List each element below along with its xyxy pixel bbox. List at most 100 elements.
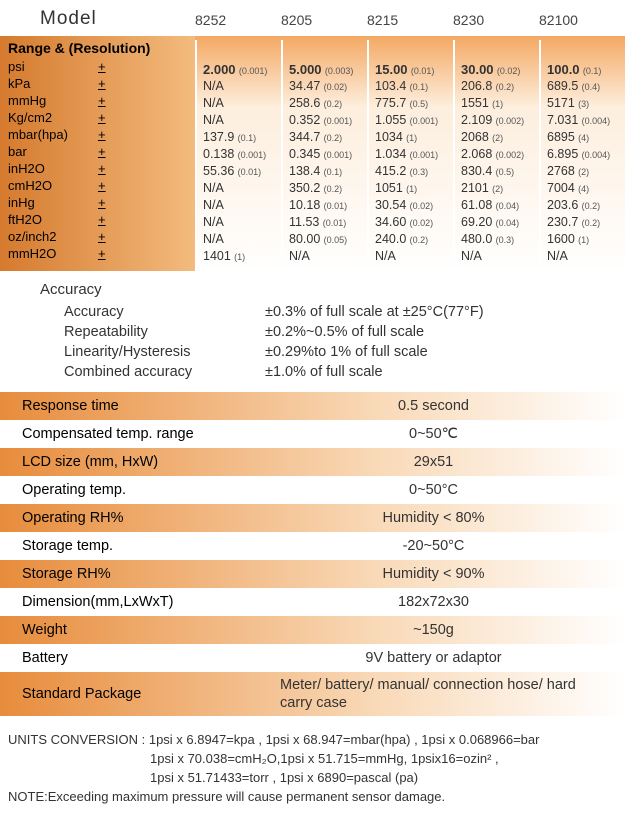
range-value: 1034: [375, 130, 403, 144]
range-value: 480.0: [461, 232, 492, 246]
range-value: 1401: [203, 249, 231, 263]
range-cell: 240.0 (0.2): [375, 231, 453, 248]
range-cell: N/A: [547, 248, 625, 265]
unit-row: ftH2O+: [8, 211, 195, 228]
unit-label: cmH2O: [8, 177, 98, 194]
unit-row: mmHg+: [8, 92, 195, 109]
range-resolution: (0.3): [496, 235, 515, 245]
range-cell: 80.00 (0.05): [289, 231, 367, 248]
range-resolution: (0.3): [410, 167, 429, 177]
range-resolution: (0.002): [496, 116, 525, 126]
accuracy-value: ±0.29%to 1% of full scale: [265, 342, 627, 362]
range-value: 30.54: [375, 198, 406, 212]
range-resolution: (0.2): [324, 184, 343, 194]
range-cell: 206.8 (0.2): [461, 78, 539, 95]
spec-label: Operating temp.: [0, 482, 280, 498]
range-value: 830.4: [461, 164, 492, 178]
range-resolution: (1): [406, 184, 417, 194]
model-col: 8205: [281, 8, 367, 30]
range-cell: 11.53 (0.01): [289, 214, 367, 231]
range-resolution: (3): [578, 99, 589, 109]
range-resolution: (0.02): [410, 218, 434, 228]
range-cell: 689.5 (0.4): [547, 78, 625, 95]
spec-label: Dimension(mm,LxWxT): [0, 594, 280, 610]
plus-minus: +: [98, 109, 118, 126]
range-resolution: (1): [578, 235, 589, 245]
unit-label: mmHg: [8, 92, 98, 109]
spec-value: 0.5 second: [280, 398, 627, 414]
range-value: 689.5: [547, 79, 578, 93]
model-col: 8215: [367, 8, 453, 30]
range-resolution: (0.1): [410, 82, 429, 92]
range-value: 0.345: [289, 147, 320, 161]
range-cell: 34.47 (0.02): [289, 78, 367, 95]
range-value: 2.109: [461, 113, 492, 127]
range-resolution: (0.01): [324, 201, 348, 211]
plus-minus: +: [98, 160, 118, 177]
range-cell: 2.000 (0.001): [203, 61, 281, 78]
accuracy-value: ±0.2%~0.5% of full scale: [265, 322, 627, 342]
range-value: 7.031: [547, 113, 578, 127]
range-resolution: (1): [406, 133, 417, 143]
range-resolution: (2): [492, 184, 503, 194]
range-resolution: (0.5): [410, 99, 429, 109]
range-value: 2068: [461, 130, 489, 144]
spec-label: Compensated temp. range: [0, 426, 280, 442]
range-value: 230.7: [547, 215, 578, 229]
range-cell: 1.055 (0.001): [375, 112, 453, 129]
range-cell: 230.7 (0.2): [547, 214, 625, 231]
range-value: 80.00: [289, 232, 320, 246]
range-value: 350.2: [289, 181, 320, 195]
range-value: 69.20: [461, 215, 492, 229]
unit-label: inH2O: [8, 160, 98, 177]
range-column: 15.00 (0.01)103.4 (0.1)775.7 (0.5)1.055 …: [367, 40, 453, 265]
range-resolution: (0.01): [323, 218, 347, 228]
spec-label: Storage temp.: [0, 538, 280, 554]
range-cell: 61.08 (0.04): [461, 197, 539, 214]
unit-row: inHg+: [8, 194, 195, 211]
footer-notes: UNITS CONVERSION : 1psi x 6.8947=kpa , 1…: [0, 716, 627, 816]
range-cell: 415.2 (0.3): [375, 163, 453, 180]
range-cell: 775.7 (0.5): [375, 95, 453, 112]
range-value: N/A: [375, 249, 396, 263]
unit-row: cmH2O+: [8, 177, 195, 194]
plus-minus: +: [98, 143, 118, 160]
range-cell: 0.138 (0.001): [203, 146, 281, 163]
range-cell: 258.6 (0.2): [289, 95, 367, 112]
range-resolution: (0.001): [324, 116, 353, 126]
range-resolution: (4): [578, 133, 589, 143]
unit-label: mmH2O: [8, 245, 98, 262]
units-conversion-3: 1psi x 51.71433=torr , 1psi x 6890=pasca…: [8, 768, 617, 787]
spec-row: Compensated temp. range0~50℃: [0, 420, 627, 448]
range-cell: 2101 (2): [461, 180, 539, 197]
range-cell: 1.034 (0.001): [375, 146, 453, 163]
range-value: 1.055: [375, 113, 406, 127]
range-resolution: (0.01): [411, 66, 435, 76]
range-value: 5.000: [289, 62, 322, 77]
spec-value: Humidity < 80%: [280, 510, 627, 526]
range-cell: 1034 (1): [375, 129, 453, 146]
range-cell: N/A: [203, 197, 281, 214]
spec-value: 182x72x30: [280, 594, 627, 610]
range-value: 344.7: [289, 130, 320, 144]
range-units-column: Range & (Resolution) psi+kPa+mmHg+Kg/cm2…: [0, 36, 195, 271]
range-resolution: (0.2): [410, 235, 429, 245]
range-cell: 69.20 (0.04): [461, 214, 539, 231]
spec-row: Storage RH%Humidity < 90%: [0, 560, 627, 588]
unit-label: kPa: [8, 75, 98, 92]
range-cell: 830.4 (0.5): [461, 163, 539, 180]
range-cell: N/A: [203, 180, 281, 197]
range-cell: 30.54 (0.02): [375, 197, 453, 214]
range-cell: 7.031 (0.004): [547, 112, 625, 129]
range-value: 138.4: [289, 164, 320, 178]
range-value: 258.6: [289, 96, 320, 110]
range-cell: 5171 (3): [547, 95, 625, 112]
range-column: 2.000 (0.001)N/AN/AN/A137.9 (0.1)0.138 (…: [195, 40, 281, 265]
spec-row: Operating temp.0~50°C: [0, 476, 627, 504]
range-resolution: (4): [578, 184, 589, 194]
plus-minus: +: [98, 177, 118, 194]
range-resolution: (0.04): [496, 201, 520, 211]
range-value: 775.7: [375, 96, 406, 110]
accuracy-title: Accuracy: [40, 281, 627, 298]
range-value: N/A: [203, 181, 224, 195]
